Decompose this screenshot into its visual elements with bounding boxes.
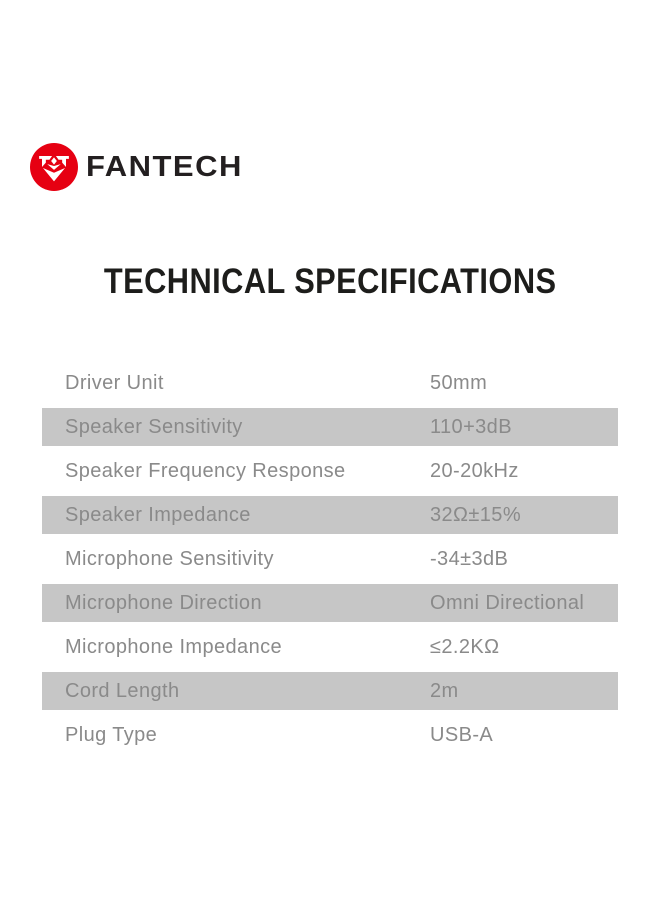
spec-row: Driver Unit 50mm <box>42 361 618 405</box>
spec-row: Microphone Sensitivity -34±3dB <box>42 537 618 581</box>
spec-value: USB-A <box>430 723 494 746</box>
fantech-falcon-emblem-icon <box>30 143 78 191</box>
spec-value: 2m <box>430 679 459 702</box>
spec-label: Microphone Sensitivity <box>65 547 274 570</box>
spec-label: Cord Length <box>65 679 180 702</box>
spec-row: Microphone Direction Omni Directional <box>42 581 618 625</box>
spec-value: 20-20kHz <box>430 459 519 482</box>
brand-logo: FANTECH <box>30 142 243 192</box>
spec-label: Driver Unit <box>65 371 164 394</box>
spec-row: Plug Type USB-A <box>42 713 618 757</box>
page-title-wrap: TECHNICAL SPECIFICATIONS <box>0 262 660 302</box>
spec-value: 110+3dB <box>430 415 512 438</box>
spec-value: -34±3dB <box>430 547 509 570</box>
spec-label: Microphone Direction <box>65 591 262 614</box>
brand-wordmark: FANTECH <box>86 150 243 183</box>
spec-value: 32Ω±15% <box>430 503 522 526</box>
spec-row: Cord Length 2m <box>42 669 618 713</box>
spec-label: Speaker Frequency Response <box>65 459 346 482</box>
spec-value: ≤2.2KΩ <box>430 635 500 658</box>
spec-label: Speaker Impedance <box>65 503 251 526</box>
spec-table: Driver Unit 50mm Speaker Sensitivity 110+3d… <box>42 361 618 757</box>
spec-value: 50mm <box>430 371 488 394</box>
spec-value: Omni Directional <box>430 591 585 614</box>
spec-row: Microphone Impedance ≤2.2KΩ <box>42 625 618 669</box>
spec-row: Speaker Frequency Response 20-20kHz <box>42 449 618 493</box>
page-title: TECHNICAL SPECIFICATIONS <box>103 262 557 301</box>
spec-label: Plug Type <box>65 723 158 746</box>
spec-row: Speaker Sensitivity 110+3dB <box>42 405 618 449</box>
spec-label: Microphone Impedance <box>65 635 283 658</box>
spec-label: Speaker Sensitivity <box>65 415 243 438</box>
spec-row: Speaker Impedance 32Ω±15% <box>42 493 618 537</box>
